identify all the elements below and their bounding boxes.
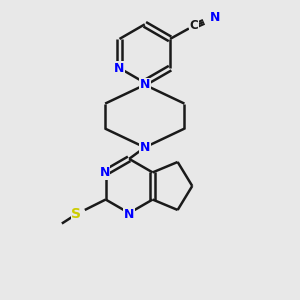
- Text: N: N: [114, 61, 125, 75]
- Text: N: N: [140, 78, 150, 91]
- Text: N: N: [99, 166, 110, 179]
- Text: C: C: [190, 19, 198, 32]
- Text: N: N: [210, 11, 220, 23]
- Text: N: N: [124, 208, 134, 220]
- Text: N: N: [140, 141, 150, 154]
- Text: S: S: [71, 207, 82, 221]
